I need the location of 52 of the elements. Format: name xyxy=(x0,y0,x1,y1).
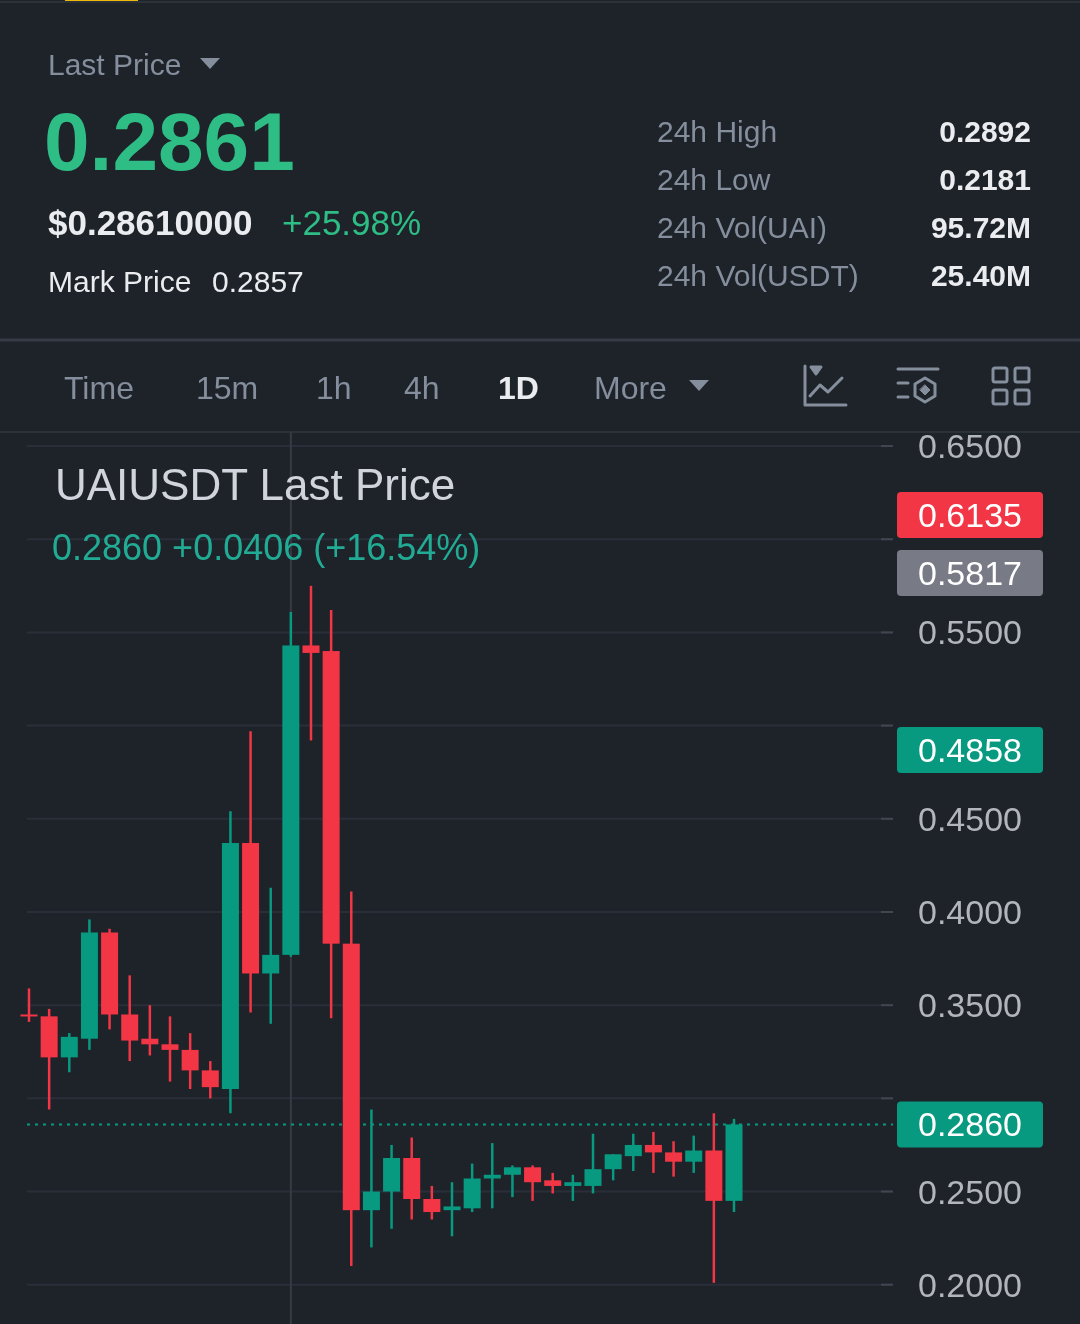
candlestick xyxy=(423,1184,441,1221)
text: 15m xyxy=(196,370,259,406)
candlestick xyxy=(503,1164,521,1199)
y-tick-label: 0.3500 xyxy=(918,986,1022,1025)
text: 0.2860 +0.0406 (+16.54%) xyxy=(52,527,481,568)
text: 0.2857 xyxy=(212,265,304,298)
candlestick xyxy=(60,1031,78,1074)
candlestick xyxy=(201,1059,219,1100)
candlestick xyxy=(302,584,320,742)
y-tick-label: 0.6500 xyxy=(918,427,1022,466)
y-tick-label: 0.2500 xyxy=(918,1172,1022,1211)
text: 0.4858 xyxy=(918,731,1022,769)
candlestick xyxy=(544,1171,562,1195)
y-tick-label: 0.4000 xyxy=(918,892,1022,931)
candlestick xyxy=(524,1164,542,1203)
candlestick xyxy=(624,1132,642,1173)
text: Mark Price xyxy=(48,265,192,298)
text: $0.28610000 xyxy=(48,203,253,242)
text: 4h xyxy=(404,370,440,406)
text: 0.6135 xyxy=(918,496,1022,534)
text: Time xyxy=(64,370,134,406)
text: 24h High xyxy=(657,115,778,148)
y-tick-label: 0.5500 xyxy=(918,613,1022,652)
text: 24h Vol(UAI) xyxy=(657,211,828,244)
candlestick xyxy=(564,1173,582,1203)
candlestick xyxy=(685,1134,703,1175)
candlestick xyxy=(262,886,280,1026)
candlestick xyxy=(443,1180,461,1238)
y-tick-label: 0.2000 xyxy=(918,1265,1022,1304)
text: Last Price xyxy=(48,48,182,81)
candlestick xyxy=(161,1015,179,1083)
text: 0.2861 xyxy=(44,96,295,187)
text: 0.5817 xyxy=(918,554,1022,592)
candlestick xyxy=(584,1132,602,1195)
text: 24h Vol(USDT) xyxy=(657,259,859,292)
text: 95.72M xyxy=(930,211,1031,244)
text: 1D xyxy=(498,370,539,406)
text: +25.98% xyxy=(282,203,422,242)
text: 1h xyxy=(316,370,352,406)
text: 0.2181 xyxy=(939,163,1031,196)
candlestick xyxy=(665,1139,683,1178)
ref-line-label: 0.2860 xyxy=(918,1105,1022,1144)
candlestick xyxy=(644,1130,662,1175)
candlestick xyxy=(20,987,38,1024)
text: 25.40M xyxy=(930,259,1031,292)
candlestick xyxy=(181,1031,199,1091)
text: 24h Low xyxy=(657,163,771,196)
text: 0.2892 xyxy=(939,115,1031,148)
y-tick-label: 0.4500 xyxy=(918,799,1022,838)
text: More xyxy=(594,370,667,406)
text: UAIUSDT Last Price xyxy=(55,460,456,509)
candlestick xyxy=(604,1153,622,1182)
